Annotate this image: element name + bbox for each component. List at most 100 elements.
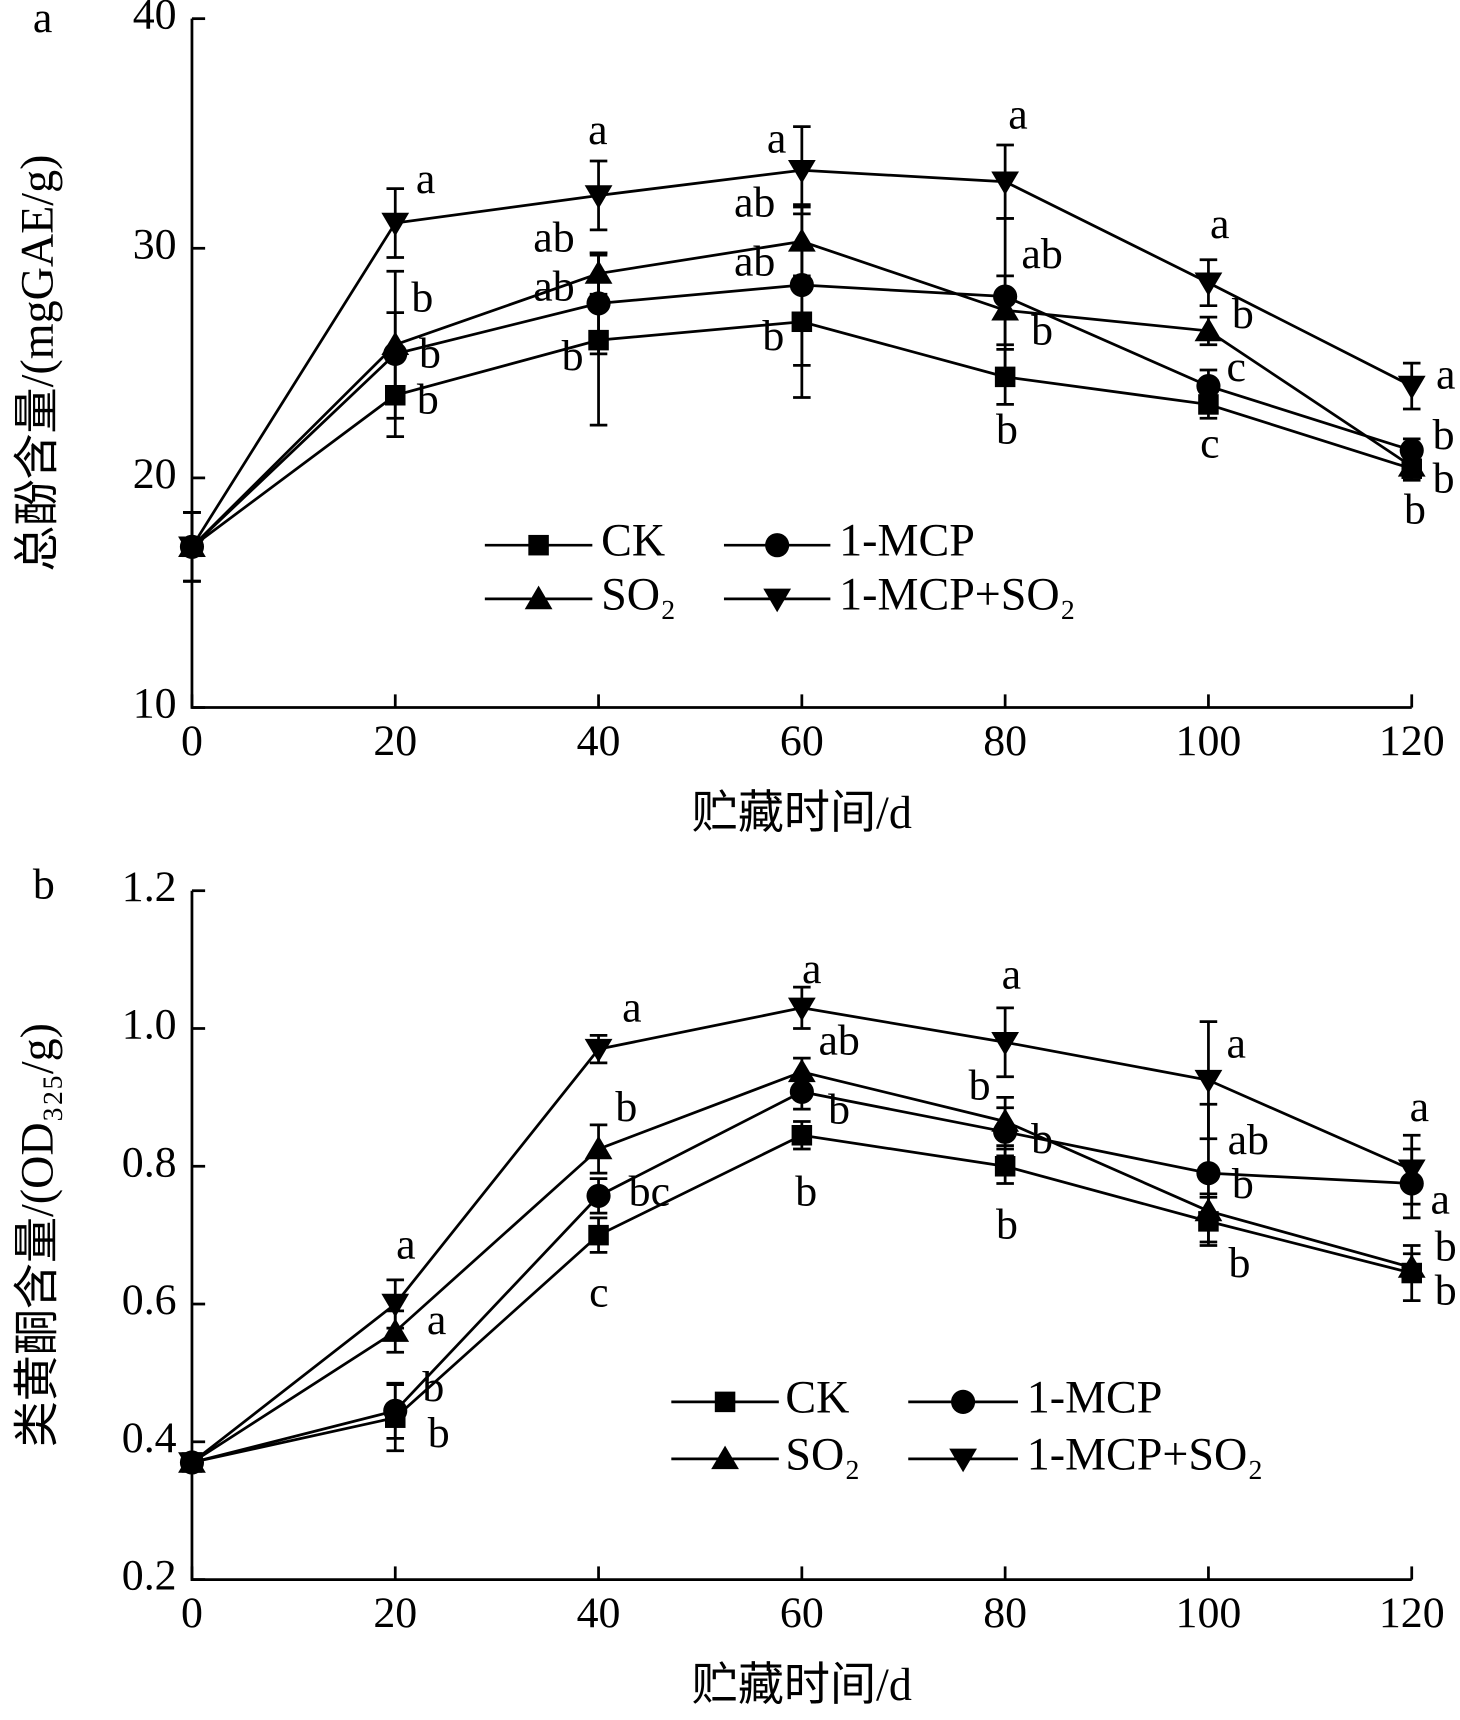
marker (991, 171, 1020, 195)
y-tick-label: 1.2 (122, 863, 177, 911)
marker (787, 228, 816, 252)
significance-letter: a (802, 945, 821, 993)
marker (994, 366, 1016, 388)
significance-letter: c (1226, 343, 1245, 391)
marker (1196, 1161, 1221, 1186)
marker (383, 1398, 408, 1423)
significance-letter: ab (818, 1016, 859, 1064)
significance-letter: b (996, 405, 1018, 453)
legend-label: 1-MCP (1027, 1371, 1163, 1422)
significance-letter: a (767, 115, 786, 163)
x-tick-label: 60 (780, 1589, 824, 1637)
marker (584, 1135, 613, 1160)
significance-letter: a (1008, 91, 1027, 139)
legend-marker (714, 1391, 736, 1413)
legend-marker (528, 534, 549, 556)
marker (178, 536, 206, 561)
x-tick-label: 120 (1379, 717, 1445, 765)
marker (381, 331, 410, 355)
marker (1397, 453, 1426, 477)
x-tick-label: 20 (373, 1589, 417, 1637)
significance-letter: b (969, 1061, 991, 1109)
marker (586, 1183, 611, 1208)
panel-label: b (33, 861, 55, 909)
marker (584, 260, 613, 284)
y-tick-label: 1.0 (122, 1001, 177, 1049)
legend-label: 1-MCP+SO₂ (839, 569, 1076, 620)
significance-letter: a (1410, 1083, 1429, 1131)
significance-letter: a (427, 1296, 446, 1344)
legend-marker (711, 1445, 739, 1470)
legend-label: SO₂ (785, 1428, 860, 1479)
legend-label: CK (785, 1371, 849, 1422)
significance-letter: b (1229, 1239, 1251, 1287)
x-tick-label: 40 (577, 1589, 621, 1637)
y-tick-label: 20 (133, 450, 177, 498)
marker (1397, 375, 1426, 400)
marker (1194, 1069, 1223, 1094)
marker (1194, 1197, 1223, 1222)
y-axis-label: 类黄酮含量/(OD₃₂₅/g) (11, 1023, 62, 1447)
significance-letter: ab (1228, 1116, 1269, 1164)
significance-letter: b (795, 1168, 817, 1216)
significance-letter: b (562, 332, 584, 380)
significance-letter: b (1031, 307, 1053, 355)
significance-letter: a (1210, 200, 1229, 248)
x-tick-label: 60 (780, 717, 824, 765)
significance-letter: ab (533, 263, 574, 311)
y-tick-label: 30 (133, 220, 177, 268)
y-axis-label: 总酚含量/(mgGAE/g) (11, 155, 62, 572)
y-tick-label: 40 (133, 0, 177, 39)
significance-letter: b (615, 1083, 637, 1131)
significance-letter: a (416, 155, 435, 203)
marker (1196, 373, 1221, 399)
significance-letter: ab (734, 238, 775, 286)
y-tick-label: 0.6 (122, 1276, 177, 1324)
x-tick-label: 100 (1176, 1589, 1242, 1637)
significance-letter: a (396, 1220, 415, 1268)
legend-label: 1-MCP+SO₂ (1027, 1428, 1264, 1479)
x-tick-label: 20 (373, 717, 417, 765)
y-tick-label: 0.4 (122, 1414, 177, 1462)
marker (586, 291, 611, 316)
legend-marker (524, 585, 553, 610)
marker (1194, 317, 1223, 342)
legend-marker (765, 533, 790, 558)
significance-letter: c (589, 1269, 608, 1317)
significance-letter: b (428, 1409, 450, 1457)
significance-letter: b (996, 1201, 1018, 1249)
marker (1198, 394, 1219, 415)
x-tick-label: 80 (983, 717, 1027, 765)
significance-letter: b (828, 1085, 850, 1133)
legend-marker (763, 588, 792, 613)
y-tick-label: 0.2 (122, 1552, 177, 1600)
x-axis-label: 贮藏时间/d (692, 787, 912, 838)
significance-letter: a (1431, 1175, 1450, 1223)
marker (588, 1224, 609, 1246)
marker (787, 997, 816, 1022)
x-tick-label: 0 (181, 717, 203, 765)
marker (994, 1156, 1016, 1177)
marker (381, 1293, 410, 1318)
x-tick-label: 40 (577, 717, 621, 765)
significance-letter: a (622, 983, 641, 1031)
significance-letter: b (422, 1363, 444, 1411)
marker (381, 1318, 410, 1342)
significance-letter: b (1433, 411, 1455, 459)
x-tick-label: 80 (983, 1589, 1027, 1637)
significance-letter: b (1232, 1160, 1254, 1208)
marker (789, 272, 814, 298)
marker (991, 1032, 1020, 1056)
legend-marker (951, 1389, 976, 1414)
x-tick-label: 120 (1379, 1589, 1445, 1637)
marker (1397, 1159, 1426, 1183)
significance-letter: a (588, 106, 607, 154)
significance-letter: b (417, 376, 439, 424)
significance-letter: b (1435, 1223, 1457, 1271)
marker (584, 1038, 613, 1063)
marker (991, 1108, 1020, 1132)
marker (787, 1058, 816, 1083)
